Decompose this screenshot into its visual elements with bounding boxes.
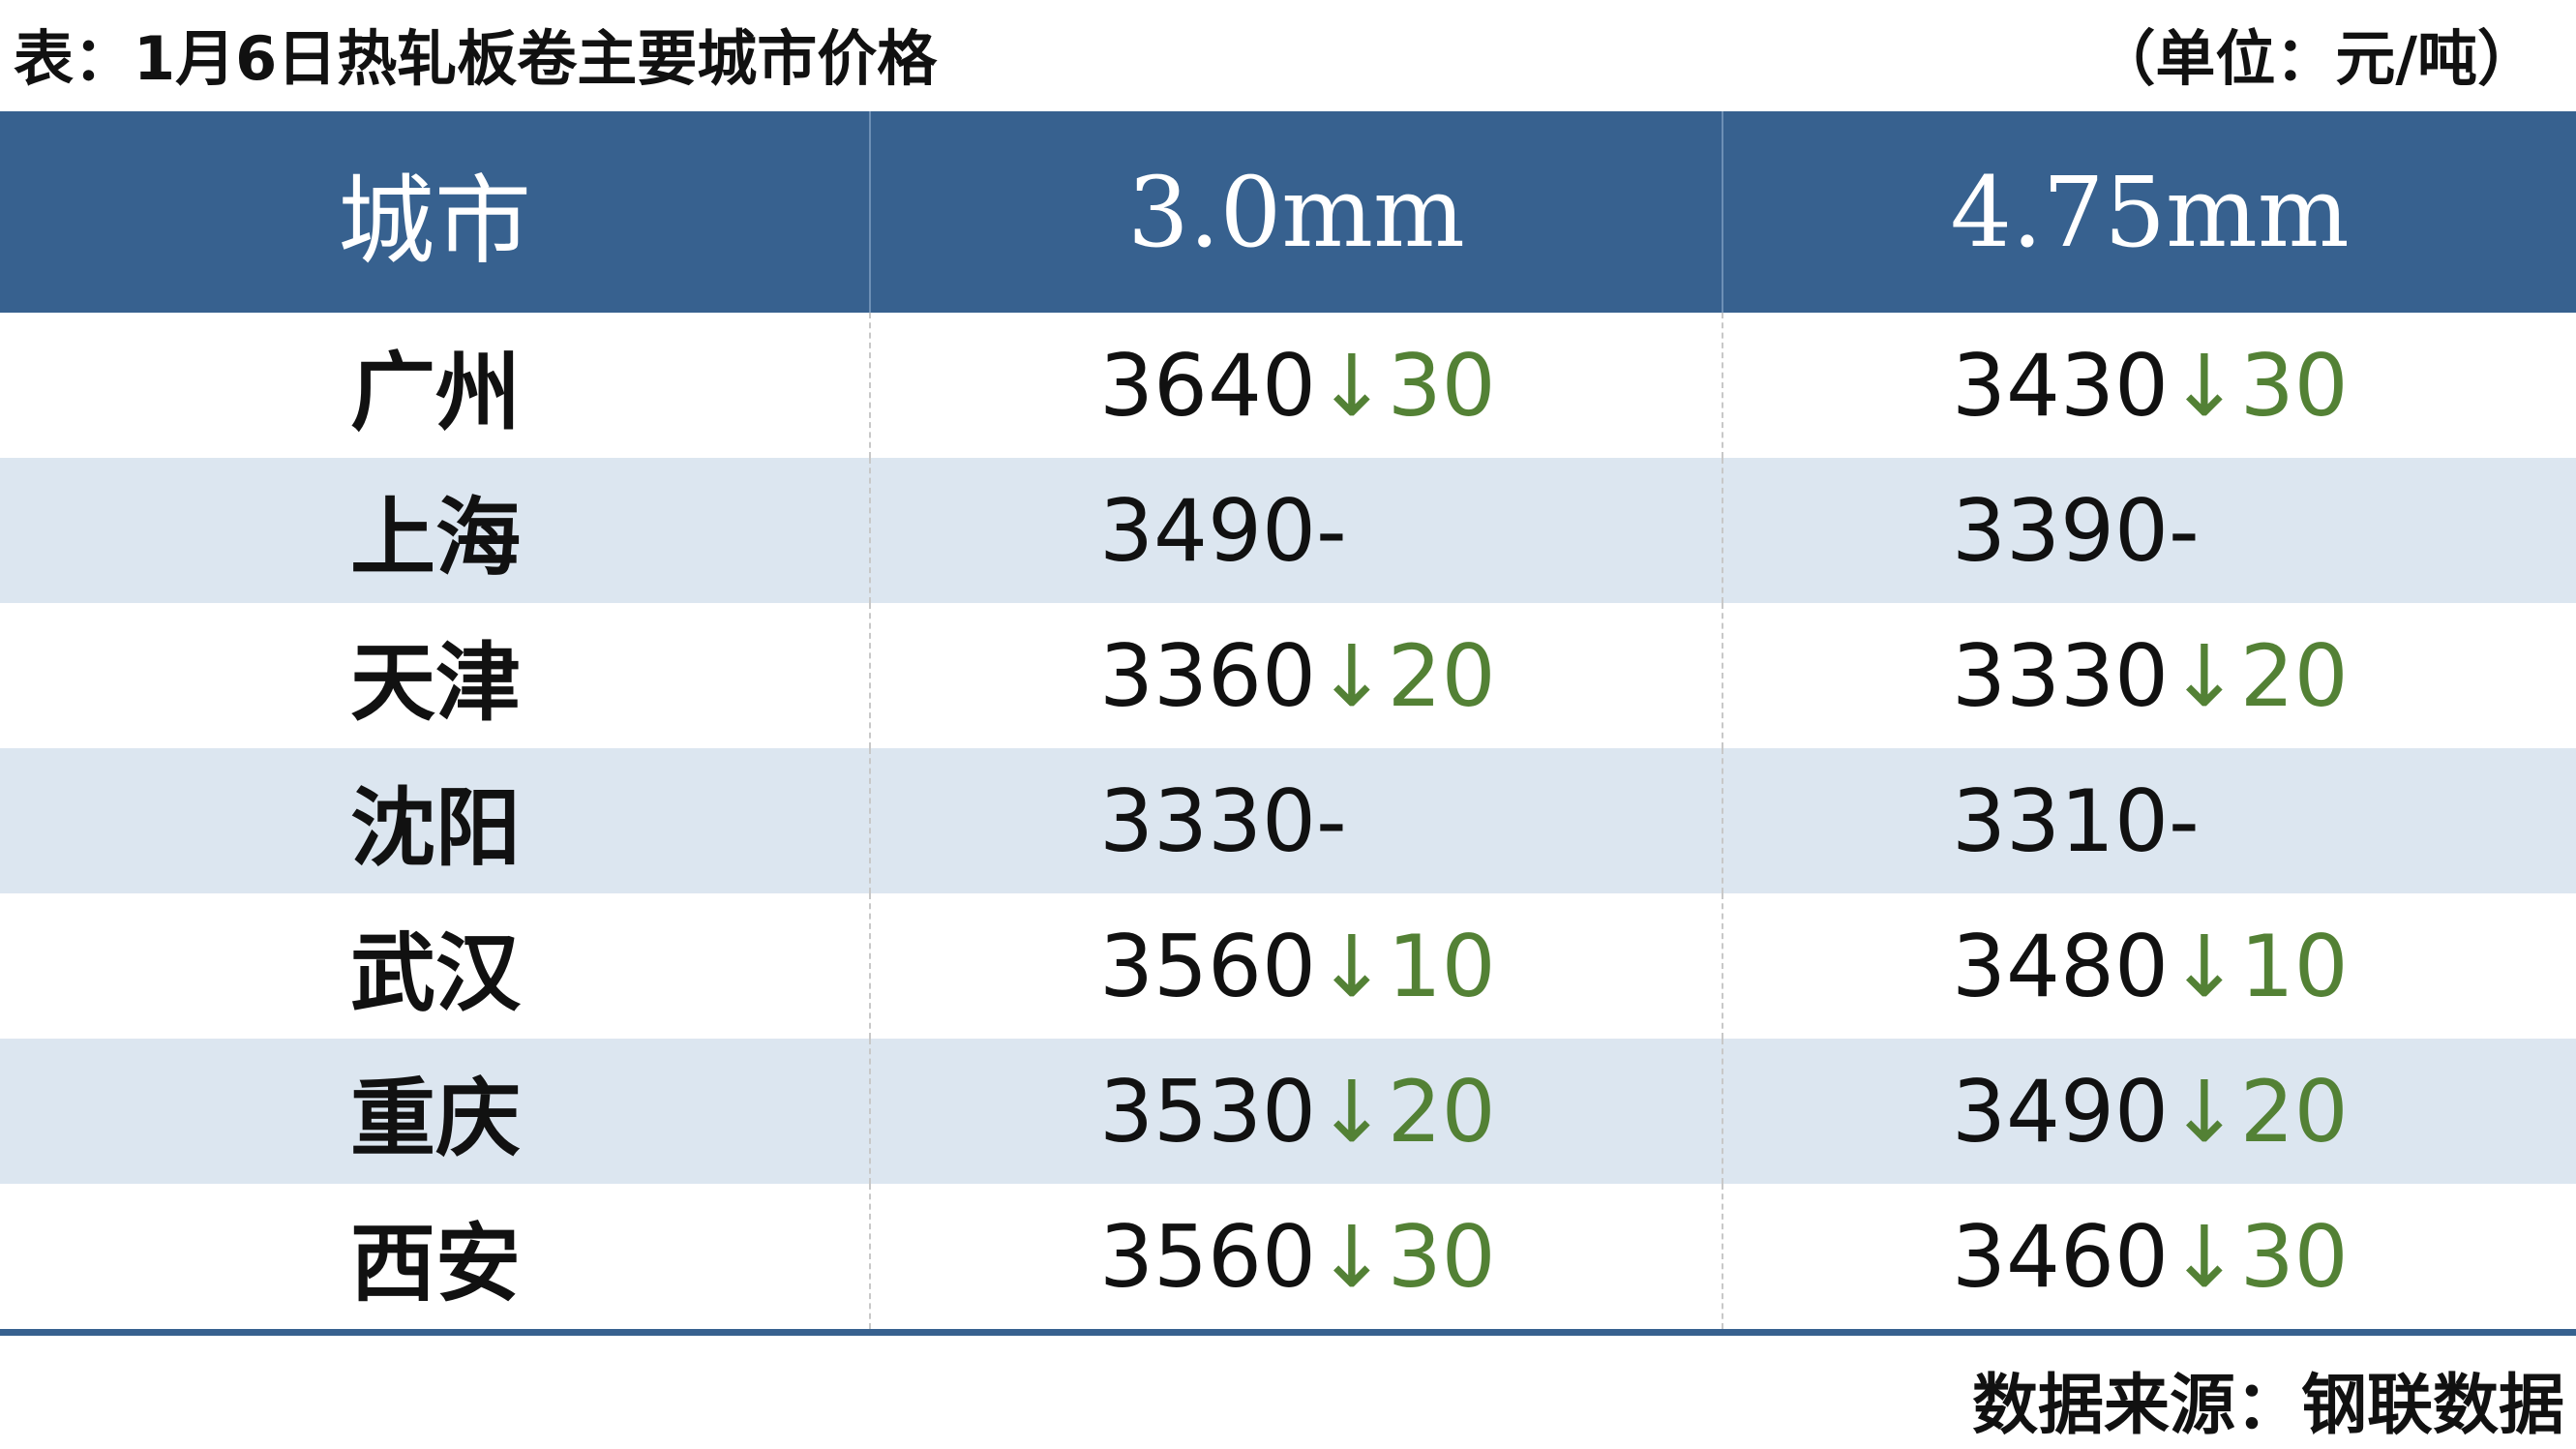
table-title: 表：1月6日热轧板卷主要城市价格: [14, 23, 938, 94]
price-475mm: 3460: [1952, 1206, 2169, 1307]
table-header: 城市 3.0mm 4.75mm: [0, 111, 2576, 313]
price-3mm-cell: 3530 ↓20: [871, 1039, 1723, 1184]
change-3mm: ↓20: [1315, 625, 1496, 726]
price-475mm-cell: 3310 -: [1723, 748, 2576, 893]
city-cell: 重庆: [0, 1039, 871, 1184]
price-475mm-cell: 3490 ↓20: [1723, 1039, 2576, 1184]
price-3mm-cell: 3490 -: [871, 458, 1723, 603]
price-475mm: 3310: [1952, 770, 2169, 871]
table-row: 广州 3640 ↓30 3430 ↓30: [0, 313, 2576, 458]
change-475mm: ↓10: [2168, 916, 2349, 1016]
price-475mm-cell: 3430 ↓30: [1723, 313, 2576, 458]
price-475mm: 3480: [1952, 916, 2169, 1016]
price-475mm: 3330: [1952, 625, 2169, 726]
price-475mm: 3390: [1952, 480, 2169, 581]
city-cell: 沈阳: [0, 748, 871, 893]
price-475mm-cell: 3390 -: [1723, 458, 2576, 603]
change-3mm: ↓30: [1315, 335, 1496, 436]
change-3mm: -: [1315, 480, 1347, 581]
price-3mm-cell: 3330 -: [871, 748, 1723, 893]
table-row: 武汉 3560 ↓10 3480 ↓10: [0, 893, 2576, 1039]
price-475mm: 3430: [1952, 335, 2169, 436]
change-3mm: ↓10: [1315, 916, 1496, 1016]
change-475mm: -: [2168, 770, 2200, 871]
change-475mm: ↓30: [2168, 335, 2349, 436]
price-3mm: 3640: [1099, 335, 1316, 436]
table-row: 重庆 3530 ↓20 3490 ↓20: [0, 1039, 2576, 1184]
change-475mm: ↓20: [2168, 625, 2349, 726]
price-3mm-cell: 3640 ↓30: [871, 313, 1723, 458]
price-3mm-cell: 3560 ↓30: [871, 1184, 1723, 1329]
change-3mm: -: [1315, 770, 1347, 871]
price-475mm-cell: 3480 ↓10: [1723, 893, 2576, 1039]
price-3mm: 3530: [1099, 1061, 1316, 1162]
table-row: 西安 3560 ↓30 3460 ↓30: [0, 1184, 2576, 1329]
city-cell: 上海: [0, 458, 871, 603]
city-cell: 武汉: [0, 893, 871, 1039]
table-row: 天津 3360 ↓20 3330 ↓20: [0, 603, 2576, 748]
city-cell: 天津: [0, 603, 871, 748]
table-row: 上海 3490 - 3390 -: [0, 458, 2576, 603]
price-3mm: 3360: [1099, 625, 1316, 726]
price-table: 城市 3.0mm 4.75mm 广州 3640 ↓30 3430 ↓30 上海 349…: [0, 111, 2576, 1329]
change-3mm: ↓30: [1315, 1206, 1496, 1307]
table-bottom-border: [0, 1329, 2576, 1336]
price-3mm: 3560: [1099, 1206, 1316, 1307]
city-cell: 广州: [0, 313, 871, 458]
change-475mm: ↓30: [2168, 1206, 2349, 1307]
change-475mm: -: [2168, 480, 2200, 581]
data-source: 数据来源：钢联数据: [1971, 1368, 2564, 1444]
change-475mm: ↓20: [2168, 1061, 2349, 1162]
price-3mm: 3490: [1099, 480, 1316, 581]
price-475mm-cell: 3460 ↓30: [1723, 1184, 2576, 1329]
price-3mm-cell: 3360 ↓20: [871, 603, 1723, 748]
header-3mm: 3.0mm: [871, 111, 1723, 313]
price-475mm-cell: 3330 ↓20: [1723, 603, 2576, 748]
header-city: 城市: [0, 111, 871, 313]
change-3mm: ↓20: [1315, 1061, 1496, 1162]
price-3mm-cell: 3560 ↓10: [871, 893, 1723, 1039]
price-3mm: 3330: [1099, 770, 1316, 871]
price-475mm: 3490: [1952, 1061, 2169, 1162]
city-cell: 西安: [0, 1184, 871, 1329]
unit-label: （单位：元/吨）: [2095, 23, 2537, 94]
price-3mm: 3560: [1099, 916, 1316, 1016]
table-row: 沈阳 3330 - 3310 -: [0, 748, 2576, 893]
header-475mm: 4.75mm: [1950, 155, 2350, 269]
